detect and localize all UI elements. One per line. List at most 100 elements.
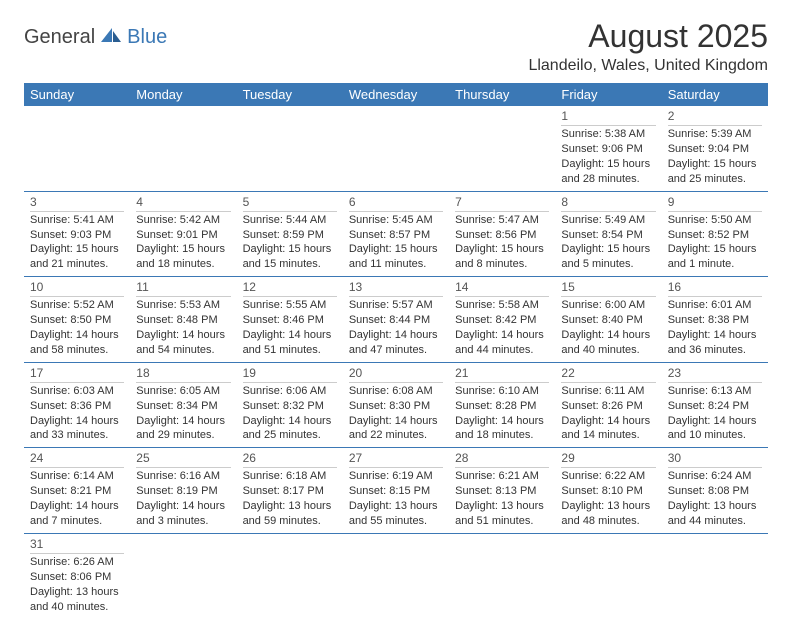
calendar-cell: 31Sunrise: 6:26 AMSunset: 8:06 PMDayligh… — [24, 533, 130, 618]
day-info-line: Sunset: 8:36 PM — [30, 399, 124, 414]
calendar-cell — [343, 533, 449, 618]
day-info-line: Daylight: 15 hours and 8 minutes. — [455, 242, 549, 272]
day-info-line: Sunset: 8:54 PM — [561, 228, 655, 243]
day-info-line: Sunrise: 6:11 AM — [561, 384, 655, 399]
day-info-line: Daylight: 13 hours and 55 minutes. — [349, 499, 443, 529]
day-number: 22 — [561, 365, 655, 383]
calendar-cell: 2Sunrise: 5:39 AMSunset: 9:04 PMDaylight… — [662, 106, 768, 191]
day-info-line: Daylight: 14 hours and 47 minutes. — [349, 328, 443, 358]
day-info-line: Sunset: 8:06 PM — [30, 570, 124, 585]
weekday-header: Monday — [130, 83, 236, 106]
day-info-line: Daylight: 14 hours and 18 minutes. — [455, 414, 549, 444]
calendar-cell: 19Sunrise: 6:06 AMSunset: 8:32 PMDayligh… — [237, 362, 343, 448]
weekday-header: Thursday — [449, 83, 555, 106]
calendar-cell: 23Sunrise: 6:13 AMSunset: 8:24 PMDayligh… — [662, 362, 768, 448]
day-info-line: Daylight: 15 hours and 15 minutes. — [243, 242, 337, 272]
calendar-cell: 12Sunrise: 5:55 AMSunset: 8:46 PMDayligh… — [237, 277, 343, 363]
calendar-cell: 4Sunrise: 5:42 AMSunset: 9:01 PMDaylight… — [130, 191, 236, 277]
calendar-cell: 29Sunrise: 6:22 AMSunset: 8:10 PMDayligh… — [555, 448, 661, 534]
day-info-line: Sunrise: 6:21 AM — [455, 469, 549, 484]
day-info-line: Sunrise: 6:08 AM — [349, 384, 443, 399]
day-info-line: Sunrise: 5:41 AM — [30, 213, 124, 228]
calendar-cell: 14Sunrise: 5:58 AMSunset: 8:42 PMDayligh… — [449, 277, 555, 363]
day-info-line: Daylight: 14 hours and 7 minutes. — [30, 499, 124, 529]
day-info-line: Sunrise: 5:55 AM — [243, 298, 337, 313]
day-info-line: Sunrise: 6:18 AM — [243, 469, 337, 484]
calendar-cell — [237, 106, 343, 191]
day-number: 10 — [30, 279, 124, 297]
calendar-table: SundayMondayTuesdayWednesdayThursdayFrid… — [24, 83, 768, 618]
day-info-line: Daylight: 15 hours and 21 minutes. — [30, 242, 124, 272]
day-info-line: Sunrise: 6:05 AM — [136, 384, 230, 399]
day-info-line: Daylight: 14 hours and 40 minutes. — [561, 328, 655, 358]
day-number: 19 — [243, 365, 337, 383]
day-info-line: Daylight: 15 hours and 28 minutes. — [561, 157, 655, 187]
day-number: 6 — [349, 194, 443, 212]
day-info-line: Sunrise: 5:50 AM — [668, 213, 762, 228]
day-info-line: Daylight: 14 hours and 36 minutes. — [668, 328, 762, 358]
day-info-line: Daylight: 15 hours and 18 minutes. — [136, 242, 230, 272]
day-info-line: Daylight: 14 hours and 51 minutes. — [243, 328, 337, 358]
day-info-line: Sunrise: 5:58 AM — [455, 298, 549, 313]
day-number: 24 — [30, 450, 124, 468]
calendar-cell — [449, 106, 555, 191]
calendar-cell: 8Sunrise: 5:49 AMSunset: 8:54 PMDaylight… — [555, 191, 661, 277]
day-info-line: Sunrise: 5:45 AM — [349, 213, 443, 228]
day-info-line: Sunset: 9:04 PM — [668, 142, 762, 157]
day-info-line: Sunrise: 5:49 AM — [561, 213, 655, 228]
weekday-header: Tuesday — [237, 83, 343, 106]
day-info-line: Sunrise: 6:16 AM — [136, 469, 230, 484]
day-number: 8 — [561, 194, 655, 212]
day-number: 13 — [349, 279, 443, 297]
day-info-line: Sunrise: 6:10 AM — [455, 384, 549, 399]
day-info-line: Daylight: 14 hours and 25 minutes. — [243, 414, 337, 444]
day-info-line: Daylight: 13 hours and 40 minutes. — [30, 585, 124, 615]
day-number: 20 — [349, 365, 443, 383]
day-info-line: Sunset: 8:19 PM — [136, 484, 230, 499]
day-info-line: Sunrise: 6:03 AM — [30, 384, 124, 399]
calendar-cell: 20Sunrise: 6:08 AMSunset: 8:30 PMDayligh… — [343, 362, 449, 448]
day-number: 3 — [30, 194, 124, 212]
day-info-line: Sunset: 8:32 PM — [243, 399, 337, 414]
calendar-cell: 7Sunrise: 5:47 AMSunset: 8:56 PMDaylight… — [449, 191, 555, 277]
day-info-line: Daylight: 15 hours and 1 minute. — [668, 242, 762, 272]
title-block: August 2025 Llandeilo, Wales, United Kin… — [528, 18, 768, 75]
day-info-line: Sunset: 8:46 PM — [243, 313, 337, 328]
day-info-line: Sunset: 8:26 PM — [561, 399, 655, 414]
day-info-line: Sunrise: 5:42 AM — [136, 213, 230, 228]
day-info-line: Sunrise: 5:44 AM — [243, 213, 337, 228]
day-info-line: Sunrise: 5:39 AM — [668, 127, 762, 142]
day-info-line: Sunrise: 6:13 AM — [668, 384, 762, 399]
calendar-cell: 21Sunrise: 6:10 AMSunset: 8:28 PMDayligh… — [449, 362, 555, 448]
day-info-line: Sunset: 8:24 PM — [668, 399, 762, 414]
calendar-cell: 6Sunrise: 5:45 AMSunset: 8:57 PMDaylight… — [343, 191, 449, 277]
calendar-cell — [449, 533, 555, 618]
day-info-line: Sunset: 8:42 PM — [455, 313, 549, 328]
day-info-line: Daylight: 15 hours and 11 minutes. — [349, 242, 443, 272]
day-info-line: Sunset: 8:17 PM — [243, 484, 337, 499]
day-info-line: Daylight: 14 hours and 58 minutes. — [30, 328, 124, 358]
calendar-cell: 9Sunrise: 5:50 AMSunset: 8:52 PMDaylight… — [662, 191, 768, 277]
day-info-line: Sunset: 8:38 PM — [668, 313, 762, 328]
calendar-cell: 10Sunrise: 5:52 AMSunset: 8:50 PMDayligh… — [24, 277, 130, 363]
day-info-line: Sunrise: 6:22 AM — [561, 469, 655, 484]
calendar-cell: 13Sunrise: 5:57 AMSunset: 8:44 PMDayligh… — [343, 277, 449, 363]
day-info-line: Daylight: 13 hours and 51 minutes. — [455, 499, 549, 529]
calendar-cell — [24, 106, 130, 191]
calendar-cell: 24Sunrise: 6:14 AMSunset: 8:21 PMDayligh… — [24, 448, 130, 534]
day-number: 1 — [561, 108, 655, 126]
calendar-cell — [555, 533, 661, 618]
day-info-line: Sunset: 9:01 PM — [136, 228, 230, 243]
day-info-line: Daylight: 13 hours and 48 minutes. — [561, 499, 655, 529]
day-info-line: Sunrise: 6:24 AM — [668, 469, 762, 484]
calendar-cell: 26Sunrise: 6:18 AMSunset: 8:17 PMDayligh… — [237, 448, 343, 534]
day-info-line: Sunrise: 6:06 AM — [243, 384, 337, 399]
calendar-cell — [343, 106, 449, 191]
day-info-line: Sunset: 8:28 PM — [455, 399, 549, 414]
day-number: 17 — [30, 365, 124, 383]
day-info-line: Sunset: 8:50 PM — [30, 313, 124, 328]
day-info-line: Sunset: 8:15 PM — [349, 484, 443, 499]
day-number: 7 — [455, 194, 549, 212]
day-number: 18 — [136, 365, 230, 383]
page-title: August 2025 — [528, 18, 768, 55]
